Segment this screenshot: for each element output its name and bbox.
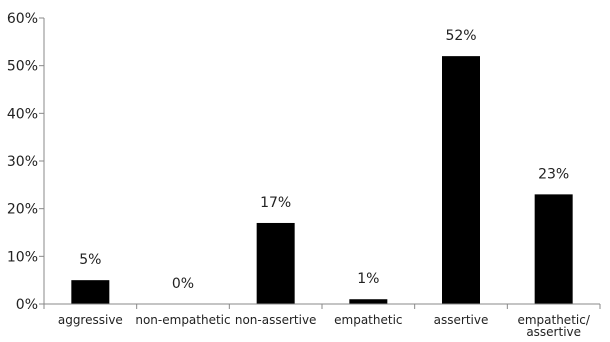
y-tick-label: 60% <box>7 11 38 27</box>
data-label: 5% <box>79 252 101 268</box>
y-tick-label: 20% <box>7 202 38 218</box>
bar <box>442 56 480 305</box>
bar <box>256 222 295 304</box>
x-tick-label: non-empathetic <box>135 313 230 327</box>
x-tick-label: aggressive <box>58 313 123 327</box>
y-tick-label: 30% <box>7 154 38 170</box>
x-tick-label: empathetic/assertive <box>517 313 590 339</box>
x-tick-label: non-assertive <box>235 313 317 327</box>
y-tick-label: 0% <box>16 297 38 313</box>
x-tick-label: empathetic <box>334 313 402 327</box>
bar <box>534 194 573 304</box>
y-axis: 0% 10% 20% 30% 40% 50% 60% <box>7 11 45 313</box>
data-label: 17% <box>260 195 291 211</box>
y-tick-label: 10% <box>7 249 38 265</box>
data-label: 0% <box>172 276 194 292</box>
data-label: 23% <box>538 166 569 182</box>
bars: 5% 0% 17% 1% 52% 23% <box>71 28 573 305</box>
x-tick-label: assertive <box>434 313 489 327</box>
data-label: 1% <box>357 271 379 287</box>
y-tick-label: 40% <box>7 106 38 122</box>
bar <box>349 299 388 304</box>
y-tick-label: 50% <box>7 59 38 75</box>
data-label: 52% <box>445 28 476 44</box>
x-axis: aggressive non-empathetic non-assertive emp… <box>43 303 601 339</box>
bar <box>71 280 110 304</box>
